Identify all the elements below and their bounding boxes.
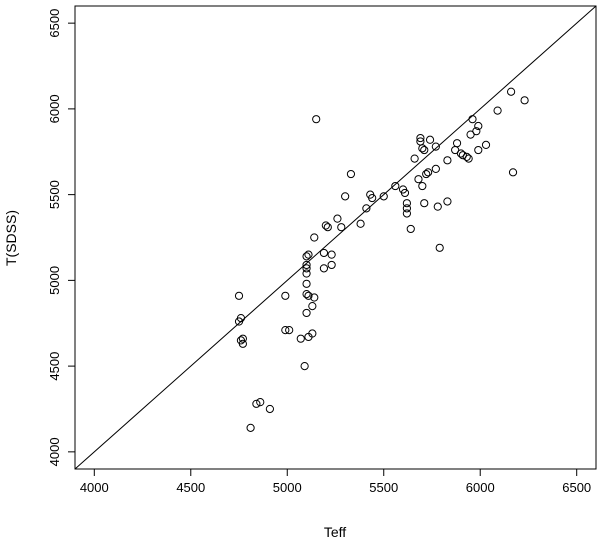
y-tick-label: 4500 (47, 352, 62, 381)
data-point (246, 423, 255, 432)
data-point (252, 399, 261, 408)
data-point (433, 202, 442, 211)
x-axis-title: Teff (324, 524, 346, 540)
data-point (400, 188, 410, 198)
x-tick-label: 5000 (273, 480, 302, 495)
data-point (431, 142, 440, 151)
data-point (402, 209, 411, 218)
data-point (302, 252, 311, 261)
x-axis: 4000 4500 5000 5500 6000 6500 (80, 469, 591, 495)
data-point (327, 250, 336, 259)
data-point (420, 199, 429, 208)
data-point (356, 219, 365, 228)
data-point (327, 260, 336, 270)
data-point (234, 291, 244, 300)
data-point (296, 334, 305, 343)
data-point (431, 164, 440, 174)
data-point (416, 133, 425, 143)
data-point (362, 204, 371, 213)
data-point (452, 139, 462, 148)
x-tick-label: 4000 (80, 480, 109, 495)
data-point (402, 199, 411, 208)
data-point (508, 168, 518, 177)
data-point (464, 154, 473, 163)
data-point (302, 269, 311, 278)
plot-frame (74, 5, 597, 470)
data-point (346, 169, 356, 179)
data-point (472, 127, 481, 136)
data-point (323, 223, 332, 232)
data-points (234, 87, 529, 432)
data-point (321, 221, 330, 230)
data-point (302, 289, 311, 299)
data-point (310, 233, 319, 242)
data-point (391, 181, 400, 191)
data-point (302, 279, 311, 288)
y-tick-label: 5000 (47, 266, 62, 295)
y-tick-label: 6000 (47, 94, 62, 123)
x-tick-label: 5500 (369, 480, 398, 495)
data-point (319, 248, 329, 258)
data-point (302, 260, 311, 270)
x-tick-label: 6000 (466, 480, 495, 495)
x-tick-label: 6500 (562, 480, 591, 495)
data-point (474, 121, 483, 131)
y-tick-label: 5500 (47, 180, 62, 209)
data-point (414, 175, 423, 184)
data-point (402, 204, 411, 213)
data-point (304, 250, 313, 259)
data-point (308, 329, 317, 338)
data-point (443, 156, 452, 165)
data-point (319, 264, 329, 273)
data-point (238, 334, 247, 343)
data-point (493, 106, 502, 115)
data-point (281, 291, 290, 300)
data-point (443, 197, 452, 206)
data-point (285, 326, 294, 335)
data-point (308, 301, 317, 311)
data-point (379, 192, 388, 201)
data-point (410, 154, 419, 163)
data-point (256, 398, 265, 407)
data-point (281, 326, 290, 335)
data-point (265, 404, 274, 414)
data-point (341, 192, 350, 201)
data-point (312, 115, 321, 124)
data-point (506, 87, 516, 96)
data-point (310, 293, 319, 302)
data-point (520, 96, 529, 105)
y-axis-title: T(SDSS) (3, 210, 19, 266)
data-point (462, 152, 471, 162)
data-point (333, 214, 342, 223)
identity-reference-line (74, 5, 597, 470)
data-point (406, 224, 415, 234)
data-point (300, 362, 309, 371)
data-point (337, 223, 346, 232)
y-tick-label: 4000 (47, 437, 62, 466)
data-point (424, 168, 433, 177)
data-point (474, 145, 483, 155)
data-point (236, 313, 246, 323)
y-axis: 4000 4500 5000 5500 6000 6500 (47, 9, 75, 466)
data-point (238, 339, 247, 348)
data-point (418, 144, 427, 153)
data-point (304, 291, 313, 300)
data-point (422, 169, 431, 179)
data-point (420, 145, 429, 155)
data-point (481, 140, 491, 149)
data-point (425, 135, 435, 144)
data-point (418, 181, 427, 191)
data-point (435, 243, 444, 252)
x-tick-label: 4500 (176, 480, 205, 495)
data-point (302, 264, 311, 273)
y-tick-label: 6500 (47, 9, 62, 38)
data-point (368, 193, 377, 203)
data-point (468, 115, 477, 124)
data-point (302, 308, 311, 318)
